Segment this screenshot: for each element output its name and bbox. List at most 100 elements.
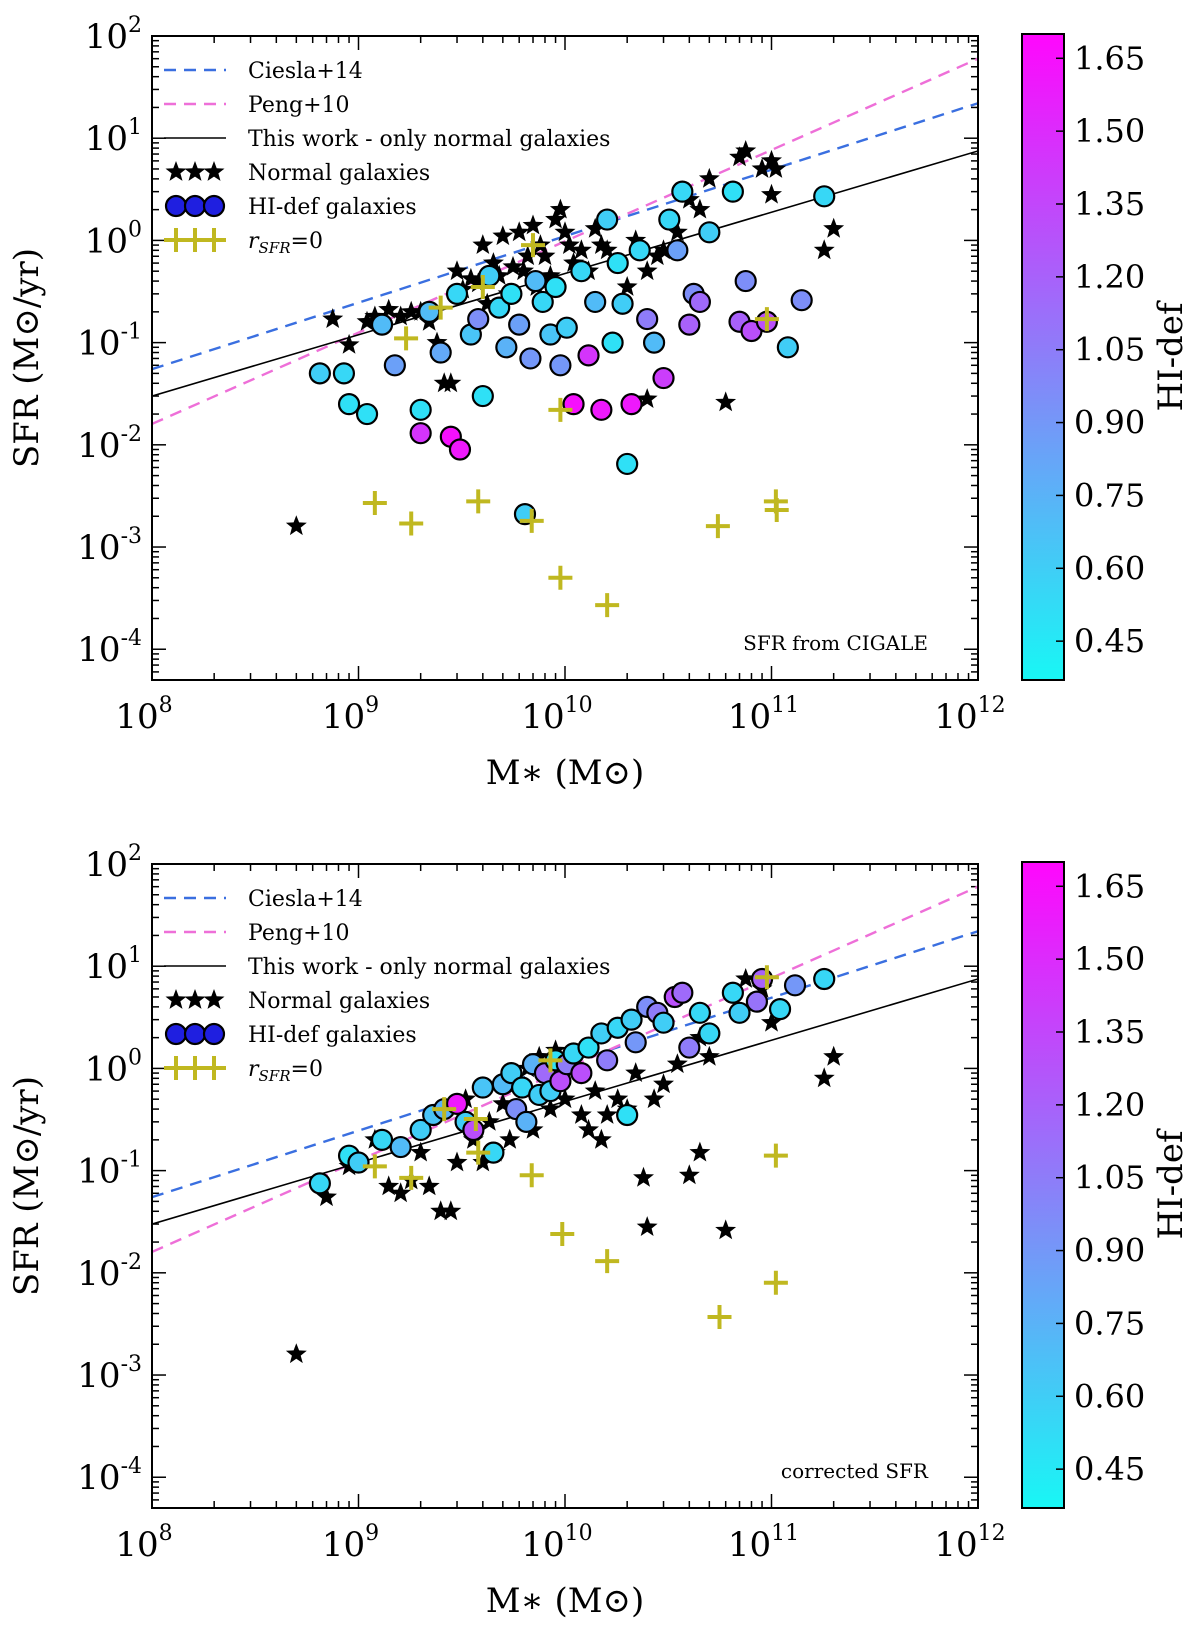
hidef-galaxy-point xyxy=(636,307,659,331)
normal-galaxy-star xyxy=(545,208,566,229)
hidef-galaxy-point xyxy=(596,208,619,231)
normal-galaxy-star xyxy=(338,333,360,354)
panel-annotation: SFR from CIGALE xyxy=(743,631,928,655)
rsfr-zero-marker xyxy=(705,514,730,539)
hidef-galaxy-point xyxy=(678,313,701,336)
rsfr-zero-marker xyxy=(463,1106,488,1131)
tick-exponent: 12 xyxy=(978,693,1006,718)
legend: Ciesla+14 Peng+10 This work - only normal … xyxy=(164,59,610,257)
rsfr-zero-marker xyxy=(466,489,491,514)
plot-area xyxy=(152,864,978,1508)
tick-exponent: 9 xyxy=(365,693,379,718)
hidef-galaxy-point xyxy=(531,290,554,314)
tick-exponent: 0 xyxy=(128,217,142,242)
plot-frame xyxy=(151,35,979,681)
hidef-galaxy-point xyxy=(383,354,406,377)
hidef-galaxy-point xyxy=(813,967,836,991)
legend-label: HI-def galaxies xyxy=(248,1023,417,1048)
legend-star-icon xyxy=(184,989,206,1009)
hidef-galaxy-point xyxy=(776,336,799,359)
hidef-galaxy-point xyxy=(606,251,629,275)
colorbar-tick-label: 1.50 xyxy=(1074,940,1145,978)
hidef-galaxy-point xyxy=(698,1022,721,1045)
normal-galaxy-star xyxy=(476,292,498,313)
tick-base: 10 xyxy=(85,119,128,159)
colorbar-tick-label: 0.45 xyxy=(1074,1450,1145,1488)
tick-exponent: 9 xyxy=(365,1521,379,1546)
legend-label: rSFR=0 xyxy=(248,229,323,257)
hidef-galaxy-point xyxy=(471,384,494,408)
normal-galaxy-star xyxy=(316,1186,337,1207)
tick-base: 10 xyxy=(77,426,120,466)
normal-galaxy-star xyxy=(625,1062,647,1082)
hidef-galaxy-point xyxy=(519,347,542,370)
legend-plus-icon xyxy=(202,1056,226,1080)
normal-galaxy-star xyxy=(646,245,668,266)
hidef-galaxy-point xyxy=(577,344,600,367)
normal-galaxy-star xyxy=(570,239,592,260)
colorbar-tick-label: 1.20 xyxy=(1074,258,1145,296)
colorbar-tick-label: 1.35 xyxy=(1074,1013,1145,1051)
series-line-0 xyxy=(152,102,978,371)
hidef-galaxy-point xyxy=(500,282,523,305)
x-axis-label: M∗ (M⊙) xyxy=(486,753,645,793)
normal-galaxy-star xyxy=(364,305,386,326)
hidef-galaxy-point xyxy=(370,1128,394,1151)
y-tick-label: 100 xyxy=(85,1045,142,1089)
legend-star-icon xyxy=(165,161,187,181)
hidef-galaxy-point xyxy=(448,438,472,461)
rsfr-zero-marker xyxy=(595,593,620,618)
normal-galaxy-star xyxy=(482,252,504,272)
legend-label: Ciesla+14 xyxy=(248,887,363,912)
hidef-galaxy-point xyxy=(524,269,547,293)
normal-galaxy-star xyxy=(378,1175,400,1196)
hidef-galaxy-point xyxy=(508,313,531,336)
normal-galaxy-star xyxy=(584,1080,606,1100)
x-tick-label: 1012 xyxy=(934,693,1005,737)
hidef-galaxy-point xyxy=(620,393,643,416)
normal-galaxy-star xyxy=(410,1141,432,1162)
tick-exponent: 11 xyxy=(771,1521,799,1546)
hidef-galaxy-point xyxy=(642,331,666,354)
hidef-galaxy-point xyxy=(678,1036,701,1059)
hidef-galaxy-point xyxy=(721,981,744,1004)
normal-galaxy-star xyxy=(356,310,378,331)
x-axis-label: M∗ (M⊙) xyxy=(486,1581,645,1621)
legend-label: This work - only normal galaxies xyxy=(248,127,610,152)
hidef-galaxy-point xyxy=(355,402,379,426)
normal-galaxy-star xyxy=(499,1128,521,1149)
colorbar-tick-label: 1.20 xyxy=(1074,1086,1145,1124)
legend-label-sub: SFR xyxy=(259,239,291,257)
tick-base: 10 xyxy=(77,630,120,670)
hidef-galaxy-point xyxy=(332,362,356,385)
tick-base: 10 xyxy=(115,697,158,737)
rsfr-zero-marker xyxy=(428,295,453,320)
normal-galaxy-star xyxy=(765,158,787,178)
tick-base: 10 xyxy=(85,947,128,987)
tick-exponent: 2 xyxy=(128,13,142,38)
panel-bottom: 108 109 1010 1011 101210-410-310-210-1100101… xyxy=(7,841,1191,1621)
tick-base: 10 xyxy=(85,845,128,885)
hidef-galaxy-point xyxy=(570,260,593,283)
hidef-galaxy-point xyxy=(577,1036,600,1059)
normal-galaxy-star xyxy=(549,198,571,219)
normal-galaxy-star xyxy=(578,1118,599,1139)
normal-galaxy-star xyxy=(689,198,711,219)
x-tick-label: 1011 xyxy=(728,693,799,737)
hidef-galaxy-point xyxy=(616,1103,639,1127)
hidef-galaxy-point xyxy=(688,290,711,314)
hidef-galaxy-point xyxy=(671,180,694,203)
rsfr-zero-marker xyxy=(399,511,424,536)
y-tick-label: 100 xyxy=(85,217,142,261)
normal-galaxy-star xyxy=(813,239,835,260)
rsfr-zero-marker xyxy=(548,397,573,422)
legend-plus-icon xyxy=(202,228,226,252)
normal-galaxy-star xyxy=(761,183,782,204)
legend-label-sub: SFR xyxy=(259,1067,291,1085)
hidef-galaxy-point xyxy=(409,1118,432,1142)
tick-base: 10 xyxy=(322,697,365,737)
normal-galaxy-star xyxy=(735,968,757,988)
hidef-galaxy-point xyxy=(445,282,469,305)
colorbar: 0.45 0.60 0.75 0.90 1.05 1.20 1.35 1.50 1.65 HI-d… xyxy=(1021,33,1191,681)
normal-galaxy-star xyxy=(285,515,307,536)
